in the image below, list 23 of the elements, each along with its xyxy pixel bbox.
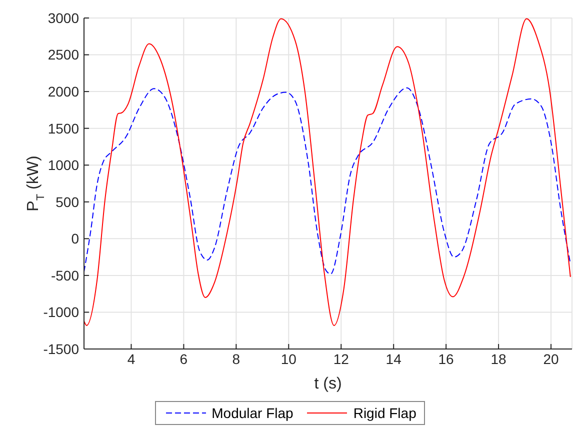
x-tick-label: 8 [232, 350, 240, 367]
line-series [84, 87, 571, 274]
x-tick-label: 16 [438, 350, 454, 367]
x-tick-label: 4 [127, 350, 136, 367]
x-tick-label: 14 [386, 350, 402, 367]
legend-label: Rigid Flap [353, 405, 416, 421]
y-tick-label: 3000 [48, 10, 80, 26]
y-tick-label: 1500 [48, 120, 80, 136]
x-tick-label: 10 [280, 350, 297, 367]
x-tick-label: 12 [333, 350, 350, 367]
y-tick-label: 0 [71, 230, 80, 247]
y-tick-label: -1500 [43, 340, 80, 357]
legend-label: Modular Flap [212, 405, 294, 421]
y-tick-label: 500 [56, 194, 80, 210]
y-tick-label: 2500 [48, 46, 80, 63]
x-tick-label: 18 [490, 350, 507, 367]
x-axis-title: t (s) [314, 375, 342, 392]
y-tick-label: 1000 [48, 157, 80, 174]
x-tick-label: 20 [543, 350, 560, 367]
y-tick-label: -1000 [43, 304, 80, 320]
y-tick-label: 2000 [48, 84, 80, 100]
y-tick-label: -500 [50, 267, 80, 284]
x-tick-label: 6 [180, 350, 188, 367]
